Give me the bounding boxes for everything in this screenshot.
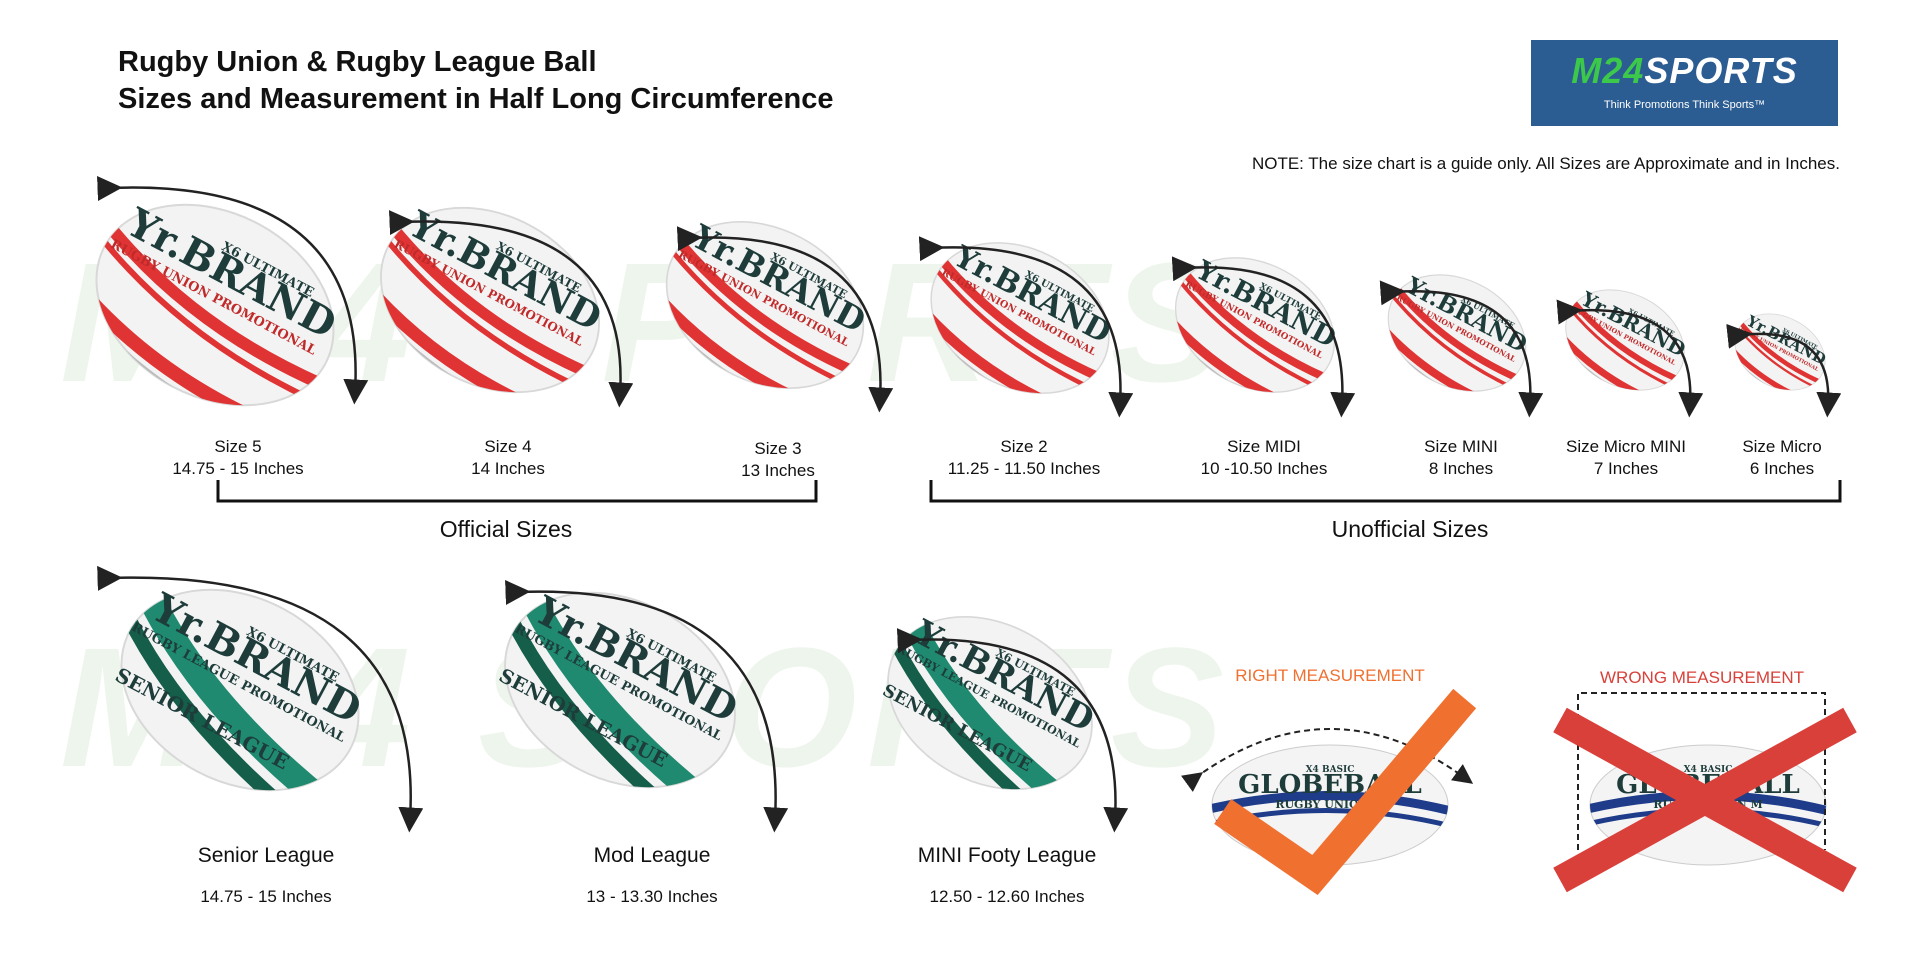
size-note: NOTE: The size chart is a guide only. Al… bbox=[1251, 154, 1840, 173]
union-measure-arc-3 bbox=[918, 236, 1134, 418]
league-measure-arc-0 bbox=[97, 565, 424, 833]
union-size-name-2: Size 3 bbox=[754, 439, 802, 458]
logo-tagline: Think Promotions Think Sports™ bbox=[1603, 99, 1766, 111]
league-size-2: 12.50 - 12.60 Inches bbox=[929, 887, 1085, 906]
union-measure-arc-4 bbox=[1171, 256, 1356, 418]
page-title-line1: Rugby Union & Rugby League Ball bbox=[118, 46, 597, 78]
right-measurement-ball: X4 BASIC GLOBEBALL RUGBY UNION M bbox=[1181, 688, 1477, 896]
union-size-label-6: Size Micro MINI 7 Inches bbox=[1516, 436, 1736, 480]
union-size-value-3: 11.25 - 11.50 Inches bbox=[947, 459, 1101, 478]
union-size-value-6: 7 Inches bbox=[1593, 459, 1659, 478]
league-size-0: 14.75 - 15 Inches bbox=[200, 887, 332, 906]
union-size-value-4: 10 -10.50 Inches bbox=[1200, 459, 1328, 478]
union-size-label-5: Size MINI 8 Inches bbox=[1351, 436, 1571, 480]
union-size-value-7: 6 Inches bbox=[1749, 459, 1815, 478]
page-title: Rugby Union & Rugby League Ball Sizes an… bbox=[118, 44, 834, 118]
union-size-label-4: Size MIDI 10 -10.50 Inches bbox=[1154, 436, 1374, 480]
wrong-ball-series: X4 BASIC bbox=[1684, 765, 1733, 775]
union-size-name-1: Size 4 bbox=[484, 437, 532, 456]
union-size-value-1: 14 Inches bbox=[471, 459, 545, 478]
right-measurement-label: RIGHT MEASUREMENT bbox=[1235, 666, 1425, 685]
union-size-label-3: Size 2 11.25 - 11.50 Inches bbox=[914, 436, 1134, 480]
wrong-measurement-box bbox=[1577, 692, 1826, 850]
union-size-name-0: Size 5 bbox=[214, 437, 262, 456]
checkmark-icon bbox=[1214, 688, 1477, 896]
brand-logo: M24SPORTS Think Promotions Think Sports™ bbox=[1531, 40, 1838, 126]
union-size-name-5: Size MINI bbox=[1424, 437, 1498, 456]
cross-icon bbox=[1553, 707, 1857, 893]
league-name-2: MINI Footy League bbox=[917, 844, 1097, 867]
union-size-name-7: Size Micro bbox=[1742, 437, 1822, 456]
league-name-0: Senior League bbox=[197, 844, 335, 867]
union-measure-arc-0 bbox=[97, 175, 369, 405]
union-size-name-4: Size MIDI bbox=[1227, 437, 1301, 456]
logo-brand-right: SPORTS bbox=[1644, 50, 1798, 91]
union-size-label-1: Size 4 14 Inches bbox=[398, 436, 618, 480]
union-size-value-0: 14.75 - 15 Inches bbox=[172, 459, 304, 478]
union-size-label-2: Size 3 13 Inches bbox=[668, 438, 888, 482]
union-size-label-0: Size 5 14.75 - 15 Inches bbox=[128, 436, 348, 480]
official-sizes-label: Official Sizes bbox=[439, 516, 573, 542]
logo-brand-left: M24 bbox=[1571, 50, 1645, 91]
wrong-measurement-label: WRONG MEASUREMENT bbox=[1600, 668, 1804, 687]
league-name-1: Mod League bbox=[593, 844, 711, 867]
unofficial-bracket bbox=[929, 480, 1842, 503]
union-size-value-5: 8 Inches bbox=[1428, 459, 1494, 478]
unofficial-sizes-label: Unofficial Sizes bbox=[1331, 516, 1489, 542]
league-measure-arc-2 bbox=[896, 628, 1129, 833]
union-measure-arc-7 bbox=[1726, 323, 1842, 418]
union-measure-arc-1 bbox=[388, 210, 634, 408]
union-size-label-7: Size Micro 6 Inches bbox=[1672, 436, 1892, 480]
union-size-name-3: Size 2 bbox=[1000, 437, 1048, 456]
league-measure-arc-1 bbox=[505, 579, 789, 833]
wrong-measurement-ball: X4 BASIC GLOBEBALL RUGBY UNION M bbox=[1553, 692, 1857, 893]
page-title-line2: Sizes and Measurement in Half Long Circu… bbox=[118, 83, 834, 115]
official-bracket bbox=[216, 480, 818, 503]
union-measure-arc-2 bbox=[676, 226, 894, 413]
union-measure-arc-5 bbox=[1379, 280, 1544, 418]
union-size-name-6: Size Micro MINI bbox=[1566, 437, 1686, 456]
union-size-value-2: 13 Inches bbox=[741, 461, 815, 480]
league-size-1: 13 - 13.30 Inches bbox=[586, 887, 718, 906]
union-measure-arc-6 bbox=[1556, 299, 1704, 418]
